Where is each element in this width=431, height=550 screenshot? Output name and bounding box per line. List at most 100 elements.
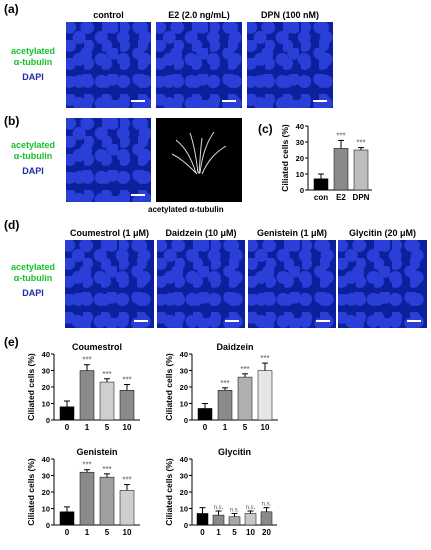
y-tick-label: 20 xyxy=(180,488,188,497)
scale-bar xyxy=(407,320,421,322)
scale-bar xyxy=(313,100,327,102)
bar xyxy=(59,406,75,421)
stain-dapi: DAPI xyxy=(22,166,44,176)
y-tick-label: 0 xyxy=(300,186,304,195)
scale-bar xyxy=(134,320,148,322)
bar xyxy=(217,390,233,421)
stain-label-a: acetylated α-tubulin DAPI xyxy=(4,46,62,83)
y-tick-label: 20 xyxy=(180,383,188,392)
significance-label: n.s. xyxy=(246,505,256,511)
significance-label: *** xyxy=(82,461,91,470)
y-tick-label: 10 xyxy=(180,400,188,409)
significance-label: *** xyxy=(122,476,131,485)
bar xyxy=(228,516,241,526)
scale-bar xyxy=(222,100,236,102)
stain-line1: acetylated xyxy=(10,46,56,56)
scale-bar xyxy=(225,320,239,322)
significance-label: *** xyxy=(240,365,249,374)
x-tick-label: 5 xyxy=(243,423,248,432)
y-tick-label: 10 xyxy=(180,505,188,514)
panel-d-title-coumestrol: Coumestrol (1 μM) xyxy=(69,228,149,238)
bar xyxy=(119,390,135,421)
bar xyxy=(119,490,135,526)
x-tick-label: 20 xyxy=(262,528,271,537)
micrograph-a-dpn xyxy=(247,22,333,108)
y-tick-label: 40 xyxy=(296,122,304,131)
micrograph-a-control xyxy=(66,22,151,108)
x-tick-label: E2 xyxy=(336,193,346,202)
panel-b-caption: acetylated α-tubulin xyxy=(148,205,224,214)
micrograph-a-e2 xyxy=(156,22,242,108)
bar xyxy=(313,178,329,191)
stain-line2: α-tubulin xyxy=(13,273,53,283)
x-tick-label: 5 xyxy=(232,528,237,537)
y-tick-label: 20 xyxy=(42,488,50,497)
chart-e-glycitin: Glycitin Ciliated cells (%) 0 10 20 30 40 0 n.s.… xyxy=(164,447,277,537)
bar xyxy=(79,370,95,421)
y-axis-label: Ciliated cells (%) xyxy=(26,353,36,421)
bar xyxy=(197,408,213,421)
bar xyxy=(212,514,225,526)
panel-label-c: (c) xyxy=(258,122,273,136)
x-tick-label: 5 xyxy=(105,528,110,537)
significance-label: *** xyxy=(102,465,111,474)
significance-label: *** xyxy=(122,376,131,385)
bar xyxy=(244,513,257,526)
micrograph-b-grayscale xyxy=(156,118,242,202)
y-tick-label: 30 xyxy=(42,367,50,376)
y-tick-label: 10 xyxy=(42,400,50,409)
stain-label-d: acetylated α-tubulin DAPI xyxy=(4,262,62,299)
x-tick-label: con xyxy=(314,193,328,202)
panel-d-title-glycitin: Glycitin (20 μM) xyxy=(348,228,417,238)
y-axis-label: Ciliated cells (%) xyxy=(164,458,174,526)
bar xyxy=(257,370,273,421)
y-axis-label: Ciliated cells (%) xyxy=(280,124,290,192)
x-tick-label: 10 xyxy=(123,528,132,537)
x-tick-label: 5 xyxy=(105,423,110,432)
scale-bar xyxy=(131,194,145,196)
bar xyxy=(99,476,115,526)
x-tick-label: 1 xyxy=(216,528,221,537)
y-axis-label: Ciliated cells (%) xyxy=(26,458,36,526)
y-axis-label: Ciliated cells (%) xyxy=(164,353,174,421)
bar xyxy=(79,471,95,526)
bar xyxy=(99,381,115,421)
y-tick-label: 40 xyxy=(42,455,50,464)
micrograph-b-color xyxy=(66,118,151,202)
y-tick-label: 30 xyxy=(296,138,304,147)
micrograph-d-daidzein xyxy=(157,240,245,328)
panel-label-d: (d) xyxy=(4,218,20,232)
significance-label: *** xyxy=(102,370,111,379)
bar xyxy=(237,376,253,421)
x-tick-label: 0 xyxy=(65,528,70,537)
significance-label: n.s. xyxy=(230,507,240,513)
x-tick-label: 10 xyxy=(123,423,132,432)
y-tick-label: 20 xyxy=(296,154,304,163)
stain-dapi: DAPI xyxy=(22,288,44,298)
y-tick-label: 40 xyxy=(180,455,188,464)
y-tick-label: 10 xyxy=(42,505,50,514)
y-tick-label: 0 xyxy=(46,416,50,425)
panel-label-a: (a) xyxy=(4,2,19,16)
chart-title: Genistein xyxy=(76,447,117,457)
chart-e-coumestrol: Coumestrol Ciliated cells (%) 0 10 20 30 40 0 **… xyxy=(26,342,140,432)
y-tick-label: 30 xyxy=(42,472,50,481)
x-tick-label: 0 xyxy=(200,528,205,537)
significance-label: *** xyxy=(82,356,91,365)
panel-a-title-e2: E2 (2.0 ng/mL) xyxy=(168,10,230,20)
chart-c: Ciliated cells (%) 0 10 20 30 40 con *** E2 *** DP… xyxy=(280,122,372,202)
panel-a-title-dpn: DPN (100 nM) xyxy=(260,10,319,20)
stain-line2: α-tubulin xyxy=(13,151,53,161)
significance-label: n.s. xyxy=(262,502,272,508)
significance-label: n.s. xyxy=(214,505,224,511)
significance-label: *** xyxy=(220,379,229,388)
stain-line2: α-tubulin xyxy=(13,57,53,67)
stain-line1: acetylated xyxy=(10,140,56,150)
cilia-tuft-graphic xyxy=(171,131,227,175)
x-tick-label: 10 xyxy=(246,528,255,537)
significance-label: *** xyxy=(336,131,345,140)
x-tick-label: DPN xyxy=(353,193,370,202)
micrograph-d-coumestrol xyxy=(65,240,154,328)
x-tick-label: 0 xyxy=(203,423,208,432)
chart-title: Coumestrol xyxy=(72,342,122,352)
